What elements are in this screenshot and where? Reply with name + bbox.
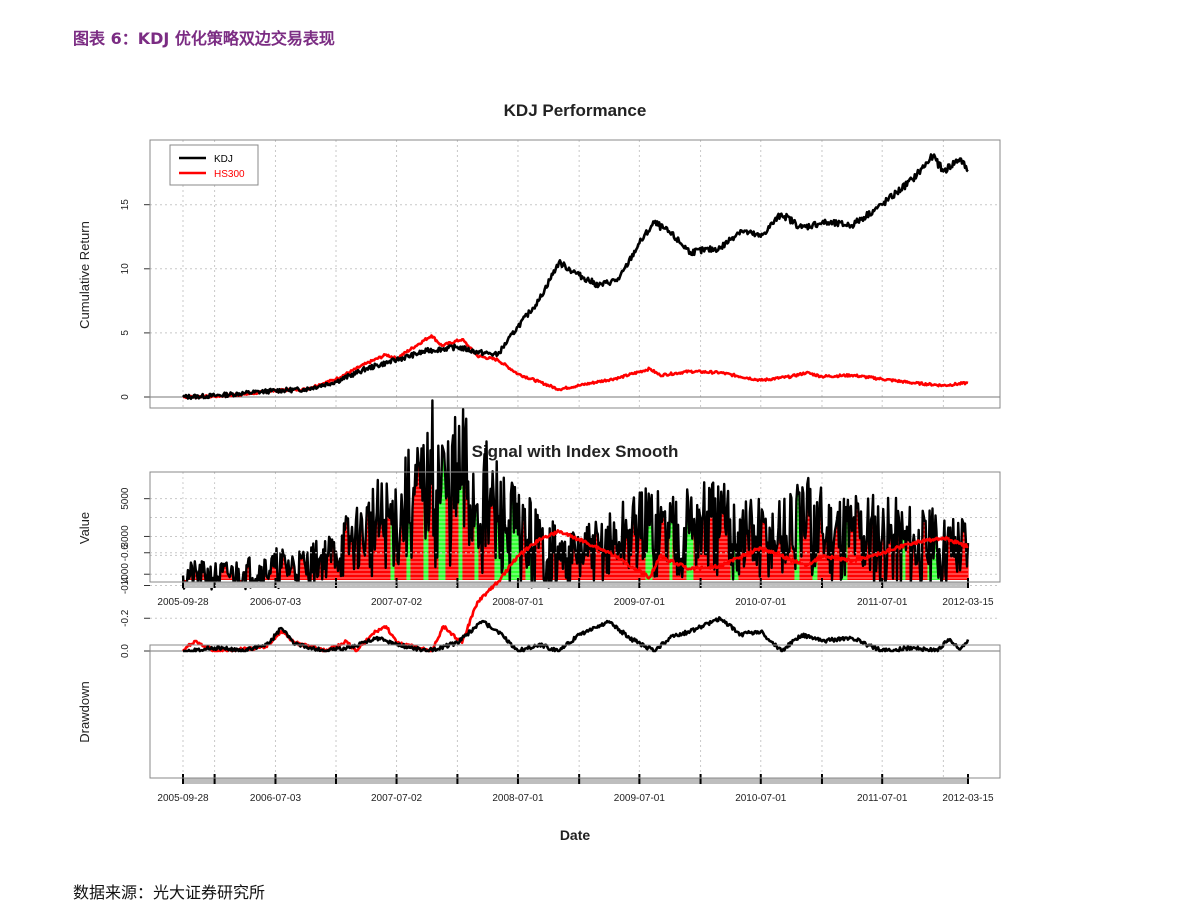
- panel2-ylabel: Value: [77, 512, 92, 544]
- x-tick-label: 2007-07-02: [371, 597, 423, 608]
- y-tick-label: 3000: [120, 525, 131, 548]
- x-tick-label: 2008-07-01: [492, 597, 544, 608]
- drawdown-kdj-line: [182, 616, 970, 653]
- x-tick-label: 2005-09-28: [157, 793, 209, 804]
- series-kdj-line: [182, 153, 969, 400]
- x-tick-label: 2009-07-01: [614, 793, 666, 804]
- x-tick-label: 2008-07-01: [492, 793, 544, 804]
- panel2-title: Signal with Index Smooth: [472, 442, 679, 461]
- x-tick-label: 2005-09-28: [157, 597, 209, 608]
- x-tick-label: 2012-03-15: [942, 597, 994, 608]
- y-tick-label: -0.6: [120, 544, 131, 562]
- panel2-y-ticks: 1000 3000 5000: [120, 487, 150, 585]
- x-tick-label: 2009-07-01: [614, 597, 666, 608]
- drawdown-hs300-line: [182, 529, 969, 653]
- y-tick-label: 10: [120, 263, 131, 275]
- panel3-x-ticks: 2005-09-28 2006-07-03 2007-07-02 2008-07-01…: [157, 774, 994, 804]
- y-tick-label: 5000: [120, 487, 131, 510]
- panel1-y-ticks: 0 5 10 15: [120, 199, 150, 400]
- x-tick-label: 2007-07-02: [371, 793, 423, 804]
- panel1-series: [182, 153, 969, 400]
- x-tick-label: 2012-03-15: [942, 793, 994, 804]
- series-index-line: [181, 399, 970, 591]
- y-tick-label: 0: [120, 394, 131, 400]
- y-tick-label: 15: [120, 199, 131, 211]
- panel2-series: [181, 399, 970, 591]
- y-tick-label: -0.4: [120, 576, 131, 594]
- legend-hs300-label: HS300: [214, 169, 245, 180]
- x-tick-label: 2010-07-01: [735, 597, 787, 608]
- x-tick-label: 2011-07-01: [857, 597, 908, 608]
- y-tick-label: 5: [120, 330, 131, 336]
- x-tick-label: 2006-07-03: [250, 793, 302, 804]
- legend-kdj-label: KDJ: [214, 154, 233, 165]
- panel1-ylabel: Cumulative Return: [77, 221, 92, 329]
- legend-box: [169, 144, 259, 186]
- y-tick-label: 0.0: [120, 644, 131, 658]
- series-hs300-line: [182, 334, 969, 400]
- x-tick-label: 2006-07-03: [250, 597, 302, 608]
- legend: KDJ HS300: [169, 144, 259, 186]
- panel3-ylabel: Drawdown: [77, 681, 92, 742]
- date-axis-shade: [183, 778, 968, 784]
- panel3-y-ticks: 0.0 -0.2 -0.4 -0.6: [120, 544, 150, 658]
- panel1-frame: [149, 139, 1001, 409]
- y-tick-label: -0.2: [120, 609, 131, 627]
- panel3-xlabel: Date: [560, 827, 591, 843]
- x-tick-label: 2011-07-01: [857, 793, 908, 804]
- figure-title: 图表 6：KDJ 优化策略双边交易表现: [73, 29, 335, 48]
- source-note: 数据来源：光大证券研究所: [73, 883, 266, 902]
- panel3-grid: [150, 552, 1000, 778]
- panel3-frame: [149, 644, 1001, 779]
- panel3-series: [182, 529, 970, 653]
- y-tick-label: 1000: [120, 563, 131, 586]
- x-tick-label: 2010-07-01: [735, 793, 787, 804]
- panel1-grid: [150, 140, 1000, 408]
- panel2-frame: [149, 471, 1001, 583]
- panel1-title: KDJ Performance: [504, 101, 647, 120]
